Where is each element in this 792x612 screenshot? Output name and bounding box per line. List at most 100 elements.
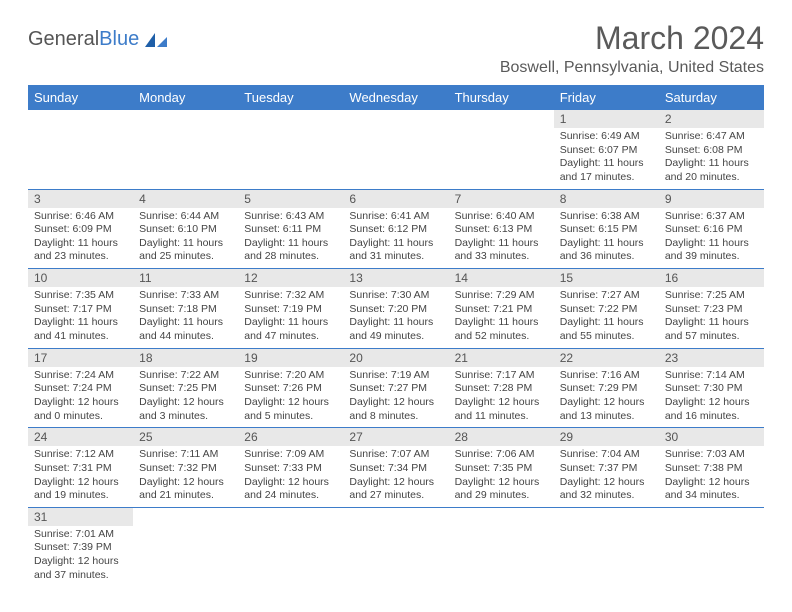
brand-part2: Blue xyxy=(99,28,139,51)
day-details: Sunrise: 7:01 AMSunset: 7:39 PMDaylight:… xyxy=(28,526,133,587)
day-number: 14 xyxy=(449,269,554,287)
calendar-table: SundayMondayTuesdayWednesdayThursdayFrid… xyxy=(28,85,764,586)
detail-line: Sunset: 7:33 PM xyxy=(244,462,337,476)
detail-line: Daylight: 11 hours xyxy=(349,237,442,251)
day-details: Sunrise: 7:11 AMSunset: 7:32 PMDaylight:… xyxy=(133,446,238,507)
detail-line: Sunset: 6:16 PM xyxy=(665,223,758,237)
detail-line: Sunset: 7:18 PM xyxy=(139,303,232,317)
detail-line: Sunset: 7:22 PM xyxy=(560,303,653,317)
calendar-cell: 12Sunrise: 7:32 AMSunset: 7:19 PMDayligh… xyxy=(238,269,343,349)
detail-line: Daylight: 12 hours xyxy=(349,396,442,410)
day-details: Sunrise: 7:32 AMSunset: 7:19 PMDaylight:… xyxy=(238,287,343,348)
day-details: Sunrise: 6:49 AMSunset: 6:07 PMDaylight:… xyxy=(554,128,659,189)
detail-line: Sunrise: 7:25 AM xyxy=(665,289,758,303)
detail-line: Sunset: 6:15 PM xyxy=(560,223,653,237)
calendar-cell: 14Sunrise: 7:29 AMSunset: 7:21 PMDayligh… xyxy=(449,269,554,349)
detail-line: and 28 minutes. xyxy=(244,250,337,264)
detail-line: Sunset: 7:20 PM xyxy=(349,303,442,317)
detail-line: Daylight: 11 hours xyxy=(665,316,758,330)
day-details: Sunrise: 7:06 AMSunset: 7:35 PMDaylight:… xyxy=(449,446,554,507)
detail-line: and 52 minutes. xyxy=(455,330,548,344)
detail-line: Daylight: 11 hours xyxy=(560,157,653,171)
detail-line: Sunset: 6:10 PM xyxy=(139,223,232,237)
detail-line: Sunrise: 7:24 AM xyxy=(34,369,127,383)
detail-line: Daylight: 12 hours xyxy=(665,396,758,410)
calendar-cell: 5Sunrise: 6:43 AMSunset: 6:11 PMDaylight… xyxy=(238,189,343,269)
calendar-row: 1Sunrise: 6:49 AMSunset: 6:07 PMDaylight… xyxy=(28,110,764,189)
detail-line: and 39 minutes. xyxy=(665,250,758,264)
calendar-cell xyxy=(659,507,764,586)
detail-line: Sunrise: 7:16 AM xyxy=(560,369,653,383)
calendar-cell: 16Sunrise: 7:25 AMSunset: 7:23 PMDayligh… xyxy=(659,269,764,349)
calendar-cell xyxy=(133,507,238,586)
day-number: 22 xyxy=(554,349,659,367)
detail-line: Sunrise: 7:04 AM xyxy=(560,448,653,462)
day-number: 31 xyxy=(28,508,133,526)
detail-line: and 24 minutes. xyxy=(244,489,337,503)
day-number: 29 xyxy=(554,428,659,446)
detail-line: Daylight: 12 hours xyxy=(665,476,758,490)
calendar-cell: 9Sunrise: 6:37 AMSunset: 6:16 PMDaylight… xyxy=(659,189,764,269)
detail-line: Sunrise: 6:49 AM xyxy=(560,130,653,144)
day-details: Sunrise: 6:43 AMSunset: 6:11 PMDaylight:… xyxy=(238,208,343,269)
detail-line: and 3 minutes. xyxy=(139,410,232,424)
day-number: 8 xyxy=(554,190,659,208)
detail-line: Sunrise: 7:32 AM xyxy=(244,289,337,303)
detail-line: and 25 minutes. xyxy=(139,250,232,264)
detail-line: Sunrise: 6:47 AM xyxy=(665,130,758,144)
detail-line: and 44 minutes. xyxy=(139,330,232,344)
detail-line: Sunset: 7:21 PM xyxy=(455,303,548,317)
calendar-cell: 21Sunrise: 7:17 AMSunset: 7:28 PMDayligh… xyxy=(449,348,554,428)
weekday-header: Friday xyxy=(554,85,659,110)
detail-line: and 0 minutes. xyxy=(34,410,127,424)
day-number: 23 xyxy=(659,349,764,367)
day-details: Sunrise: 7:20 AMSunset: 7:26 PMDaylight:… xyxy=(238,367,343,428)
detail-line: and 34 minutes. xyxy=(665,489,758,503)
day-number: 3 xyxy=(28,190,133,208)
detail-line: Sunrise: 7:07 AM xyxy=(349,448,442,462)
detail-line: Daylight: 11 hours xyxy=(455,237,548,251)
calendar-cell: 3Sunrise: 6:46 AMSunset: 6:09 PMDaylight… xyxy=(28,189,133,269)
detail-line: Sunset: 7:37 PM xyxy=(560,462,653,476)
detail-line: Daylight: 11 hours xyxy=(139,316,232,330)
day-number: 1 xyxy=(554,110,659,128)
weekday-header: Thursday xyxy=(449,85,554,110)
calendar-cell: 1Sunrise: 6:49 AMSunset: 6:07 PMDaylight… xyxy=(554,110,659,189)
weekday-header: Wednesday xyxy=(343,85,448,110)
detail-line: Sunrise: 6:41 AM xyxy=(349,210,442,224)
weekday-header: Sunday xyxy=(28,85,133,110)
detail-line: Sunset: 7:38 PM xyxy=(665,462,758,476)
calendar-cell: 22Sunrise: 7:16 AMSunset: 7:29 PMDayligh… xyxy=(554,348,659,428)
calendar-cell: 27Sunrise: 7:07 AMSunset: 7:34 PMDayligh… xyxy=(343,428,448,508)
detail-line: and 49 minutes. xyxy=(349,330,442,344)
calendar-cell xyxy=(343,507,448,586)
day-details: Sunrise: 7:29 AMSunset: 7:21 PMDaylight:… xyxy=(449,287,554,348)
detail-line: Sunset: 7:25 PM xyxy=(139,382,232,396)
calendar-cell: 6Sunrise: 6:41 AMSunset: 6:12 PMDaylight… xyxy=(343,189,448,269)
calendar-cell: 24Sunrise: 7:12 AMSunset: 7:31 PMDayligh… xyxy=(28,428,133,508)
detail-line: Daylight: 11 hours xyxy=(244,237,337,251)
day-number: 20 xyxy=(343,349,448,367)
detail-line: Daylight: 12 hours xyxy=(455,476,548,490)
day-details: Sunrise: 7:09 AMSunset: 7:33 PMDaylight:… xyxy=(238,446,343,507)
day-number: 7 xyxy=(449,190,554,208)
day-number: 10 xyxy=(28,269,133,287)
detail-line: Daylight: 11 hours xyxy=(349,316,442,330)
detail-line: Daylight: 11 hours xyxy=(455,316,548,330)
detail-line: Daylight: 11 hours xyxy=(34,237,127,251)
detail-line: and 41 minutes. xyxy=(34,330,127,344)
day-details: Sunrise: 7:03 AMSunset: 7:38 PMDaylight:… xyxy=(659,446,764,507)
calendar-cell: 31Sunrise: 7:01 AMSunset: 7:39 PMDayligh… xyxy=(28,507,133,586)
detail-line: Sunrise: 7:20 AM xyxy=(244,369,337,383)
day-details: Sunrise: 7:16 AMSunset: 7:29 PMDaylight:… xyxy=(554,367,659,428)
day-details: Sunrise: 6:40 AMSunset: 6:13 PMDaylight:… xyxy=(449,208,554,269)
detail-line: Sunrise: 7:09 AM xyxy=(244,448,337,462)
detail-line: and 20 minutes. xyxy=(665,171,758,185)
day-number: 9 xyxy=(659,190,764,208)
day-details: Sunrise: 7:17 AMSunset: 7:28 PMDaylight:… xyxy=(449,367,554,428)
day-details: Sunrise: 7:07 AMSunset: 7:34 PMDaylight:… xyxy=(343,446,448,507)
day-details: Sunrise: 7:19 AMSunset: 7:27 PMDaylight:… xyxy=(343,367,448,428)
calendar-row: 3Sunrise: 6:46 AMSunset: 6:09 PMDaylight… xyxy=(28,189,764,269)
day-number: 17 xyxy=(28,349,133,367)
detail-line: Sunrise: 7:17 AM xyxy=(455,369,548,383)
